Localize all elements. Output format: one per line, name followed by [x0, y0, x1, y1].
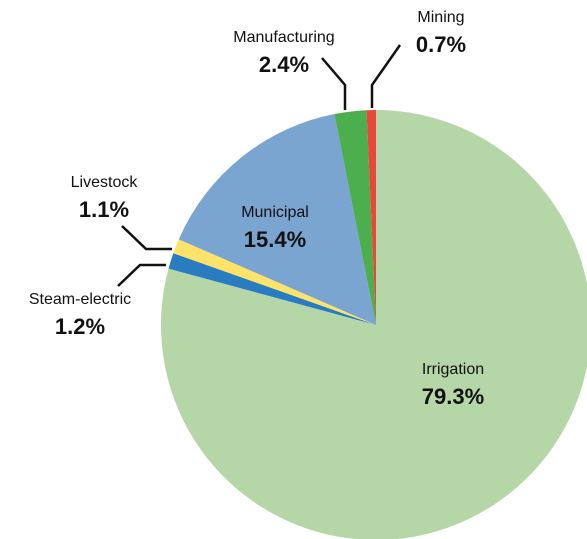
pie-slice — [173, 239, 376, 325]
slice-label: Municipal — [241, 204, 309, 221]
value-label: 15.4% — [244, 227, 306, 252]
slice-label: Mining — [417, 9, 464, 26]
slice-label: Irrigation — [422, 361, 484, 378]
value-label: 79.3% — [422, 384, 484, 409]
pie-slice — [366, 110, 376, 325]
pie — [161, 110, 587, 539]
value-label: 1.2% — [55, 314, 105, 339]
leader-line — [370, 44, 402, 108]
leader-line — [117, 263, 166, 287]
pie-slice — [334, 110, 376, 325]
value-label: 2.4% — [259, 52, 309, 77]
pie-slice — [178, 114, 376, 326]
leader-line — [321, 57, 347, 110]
value-label: 0.7% — [416, 32, 466, 57]
slice-label: Manufacturing — [233, 29, 334, 46]
pie-slice — [168, 253, 376, 325]
slice-label: Steam-electric — [29, 291, 131, 308]
leader-line — [121, 225, 172, 251]
value-label: 1.1% — [79, 197, 129, 222]
slice-label: Livestock — [71, 174, 139, 191]
pie-slice — [161, 110, 587, 539]
